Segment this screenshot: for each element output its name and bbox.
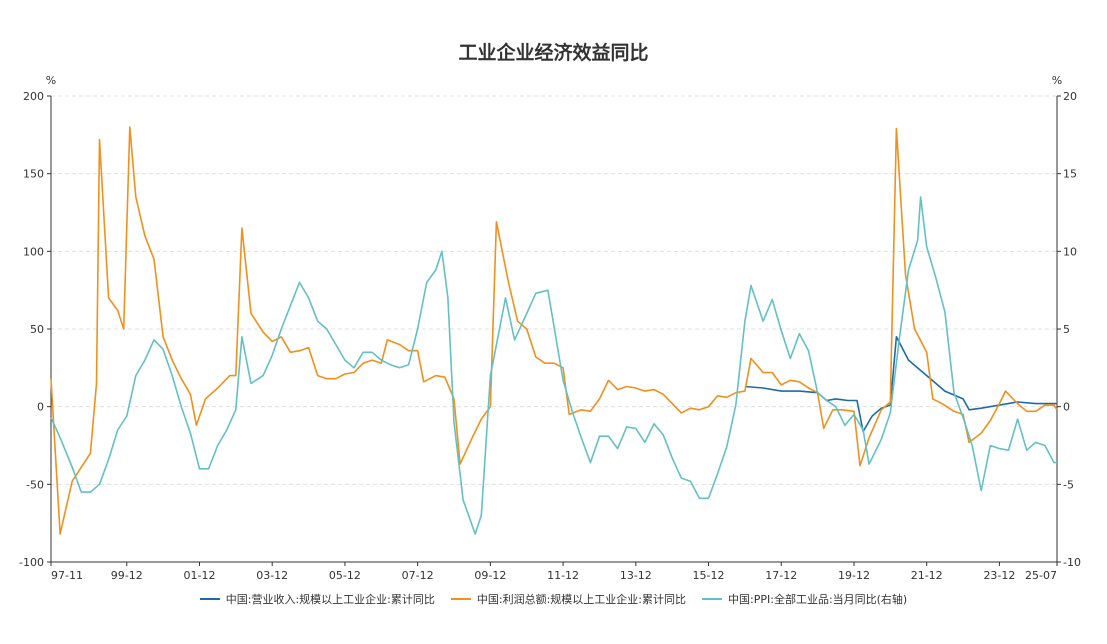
axes: % % — [46, 74, 1062, 563]
legend-item-3[interactable]: 中国:PPI:全部工业品:当月同比(右轴) — [702, 591, 907, 607]
right-tick-label: 10 — [1063, 245, 1077, 258]
x-tick-label: 97-11 — [51, 569, 83, 582]
right-tick-label: 5 — [1063, 323, 1070, 336]
legend-swatch — [702, 598, 723, 600]
legend: 中国:营业收入:规模以上工业企业:累计同比 中国:利润总额:规模以上工业企业:累计… — [0, 591, 1107, 607]
x-tick-label: 23-12 — [983, 569, 1015, 582]
left-tick-label: 150 — [23, 168, 44, 181]
series-line-3 — [50, 196, 1057, 535]
left-axis-ticks: -100 -50 0 50 100 150 200 — [19, 90, 51, 569]
left-tick-label: -100 — [19, 556, 44, 569]
x-tick-label: 11-12 — [547, 569, 579, 582]
left-tick-label: 50 — [30, 323, 44, 336]
left-axis-unit: % — [46, 74, 56, 87]
right-axis-ticks: -10 -5 0 5 10 15 20 — [1057, 90, 1081, 569]
chart-title: 工业企业经济效益同比 — [458, 42, 649, 64]
x-tick-label: 21-12 — [911, 569, 943, 582]
x-tick-label: 15-12 — [693, 569, 725, 582]
left-tick-label: 100 — [23, 245, 44, 258]
x-tick-label: 03-12 — [256, 569, 288, 582]
left-tick-label: 200 — [23, 90, 44, 103]
left-tick-label: -50 — [26, 478, 44, 491]
legend-label: 中国:利润总额:规模以上工业企业:累计同比 — [476, 593, 687, 606]
right-axis-unit: % — [1052, 74, 1062, 87]
right-tick-label: 15 — [1063, 168, 1077, 181]
legend-item-1[interactable]: 中国:营业收入:规模以上工业企业:累计同比 — [199, 591, 435, 607]
right-tick-label: 0 — [1063, 401, 1070, 414]
x-axis-ticks: 97-11 99-12 01-12 03-12 05-12 07-12 09-12 11-12… — [50, 562, 1058, 582]
right-tick-label: -10 — [1063, 556, 1081, 569]
right-tick-label: -5 — [1063, 478, 1074, 491]
legend-swatch — [199, 598, 220, 600]
series-line-2 — [50, 126, 1058, 535]
right-tick-label: 20 — [1063, 90, 1077, 103]
x-tick-label: 19-12 — [838, 569, 870, 582]
x-tick-label: 25-07 — [1025, 569, 1057, 582]
x-tick-label: 13-12 — [620, 569, 652, 582]
series-lines — [50, 126, 1058, 535]
legend-item-2[interactable]: 中国:利润总额:规模以上工业企业:累计同比 — [450, 591, 687, 607]
legend-label: 中国:PPI:全部工业品:当月同比(右轴) — [728, 593, 908, 606]
series-line-1 — [744, 335, 1057, 433]
x-tick-label: 07-12 — [402, 569, 434, 582]
legend-label: 中国:营业收入:规模以上工业企业:累计同比 — [225, 593, 435, 606]
x-tick-label: 09-12 — [474, 569, 506, 582]
x-tick-label: 99-12 — [111, 569, 143, 582]
x-tick-label: 05-12 — [329, 569, 361, 582]
x-tick-label: 17-12 — [765, 569, 797, 582]
x-tick-label: 01-12 — [183, 569, 215, 582]
legend-swatch — [450, 598, 471, 600]
left-tick-label: 0 — [37, 401, 44, 414]
